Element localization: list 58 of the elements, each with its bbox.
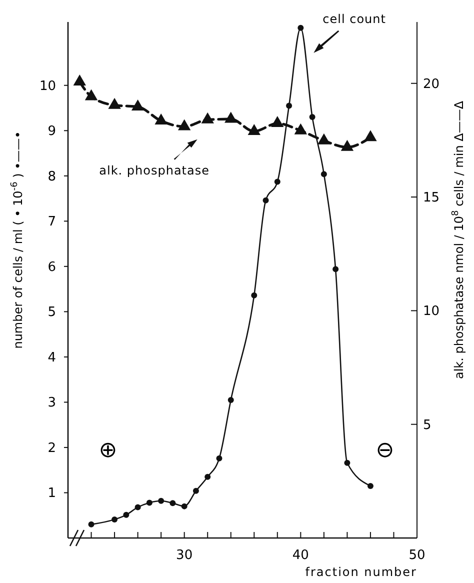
point <box>178 119 191 130</box>
point <box>192 488 199 494</box>
point <box>318 133 330 144</box>
y2-tick-label: 10 <box>423 304 440 320</box>
point <box>248 124 260 136</box>
annotation: alk. phosphatase <box>99 163 210 178</box>
y2-tick-label: 5 <box>423 418 432 433</box>
y-tick-label: 10 <box>39 78 56 94</box>
point <box>309 114 316 120</box>
y-tick-label: 4 <box>48 350 56 366</box>
x-tick-label: 50 <box>408 548 426 563</box>
point <box>154 114 168 125</box>
point <box>201 112 214 124</box>
y2-tick-label: 15 <box>423 190 440 206</box>
y-tick-label: 3 <box>48 396 56 411</box>
point <box>204 474 211 480</box>
point <box>158 498 164 504</box>
point <box>271 116 284 128</box>
point <box>181 503 188 510</box>
y-tick-label: 8 <box>48 169 56 184</box>
x-tick-label: 40 <box>292 548 309 563</box>
point <box>286 102 292 109</box>
point <box>228 396 234 403</box>
point <box>134 504 141 510</box>
point <box>251 292 258 298</box>
point <box>344 460 350 466</box>
x-tick-label: 30 <box>176 548 193 563</box>
point <box>224 112 238 123</box>
y-tick-label: 5 <box>48 305 56 320</box>
y2-tick-label: 20 <box>423 76 440 92</box>
point <box>123 512 130 518</box>
y-tick-label: 2 <box>48 440 56 456</box>
point <box>262 197 269 204</box>
point <box>332 266 339 272</box>
annotation: ⊕ <box>98 438 118 463</box>
point <box>170 500 176 506</box>
point <box>73 74 86 86</box>
point <box>108 98 121 109</box>
point <box>216 455 222 462</box>
x-axis-title: fraction number <box>305 565 417 579</box>
y-tick-label: 6 <box>48 260 56 275</box>
point <box>340 140 354 151</box>
point <box>146 500 152 506</box>
point <box>320 171 327 178</box>
y-tick-label: 9 <box>48 124 56 140</box>
point <box>367 482 374 489</box>
y-tick-label: 7 <box>48 214 56 230</box>
point <box>88 521 94 528</box>
annotation: ⊖ <box>376 438 394 463</box>
point <box>131 99 144 110</box>
y-tick-label: 1 <box>48 486 56 502</box>
annotation: cell count <box>322 12 386 26</box>
point <box>84 89 98 100</box>
point <box>112 516 118 522</box>
point <box>274 178 280 185</box>
point <box>298 24 304 31</box>
point <box>294 123 308 134</box>
point <box>364 130 377 142</box>
